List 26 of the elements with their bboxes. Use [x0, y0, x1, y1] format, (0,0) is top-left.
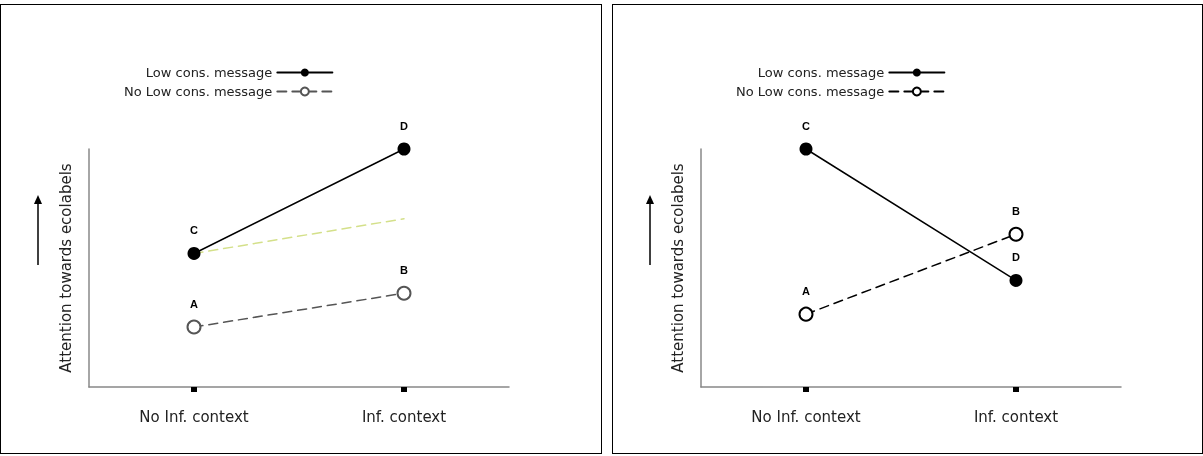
- annotation: A: [802, 284, 811, 297]
- annotation: A: [190, 297, 199, 310]
- legend-label: No Low cons. message: [735, 84, 885, 99]
- annotation: C: [802, 119, 811, 132]
- annotation: D: [400, 119, 409, 132]
- annotation: B: [1012, 204, 1021, 217]
- x-tick-label: Inf. context: [973, 407, 1059, 426]
- x-tick-label: No Inf. context: [139, 407, 249, 426]
- point: [397, 142, 411, 156]
- annotation: B: [400, 263, 409, 276]
- legend-label: Low cons. message: [757, 65, 885, 80]
- legend-label: No Low cons. message: [123, 84, 273, 99]
- y-axis-title: Attention towards ecolabels: [56, 163, 75, 373]
- point: [187, 246, 201, 260]
- point: [798, 306, 814, 322]
- point: [1008, 226, 1024, 242]
- annotation: C: [190, 223, 199, 236]
- annotation: D: [1012, 250, 1021, 263]
- point: [1009, 273, 1023, 287]
- x-tick-label: No Inf. context: [751, 407, 861, 426]
- point: [799, 142, 813, 156]
- point: [186, 319, 202, 335]
- y-axis-title: Attention towards ecolabels: [668, 163, 687, 373]
- legend-label: Low cons. message: [145, 65, 273, 80]
- point: [396, 285, 412, 301]
- x-tick-label: Inf. context: [361, 407, 447, 426]
